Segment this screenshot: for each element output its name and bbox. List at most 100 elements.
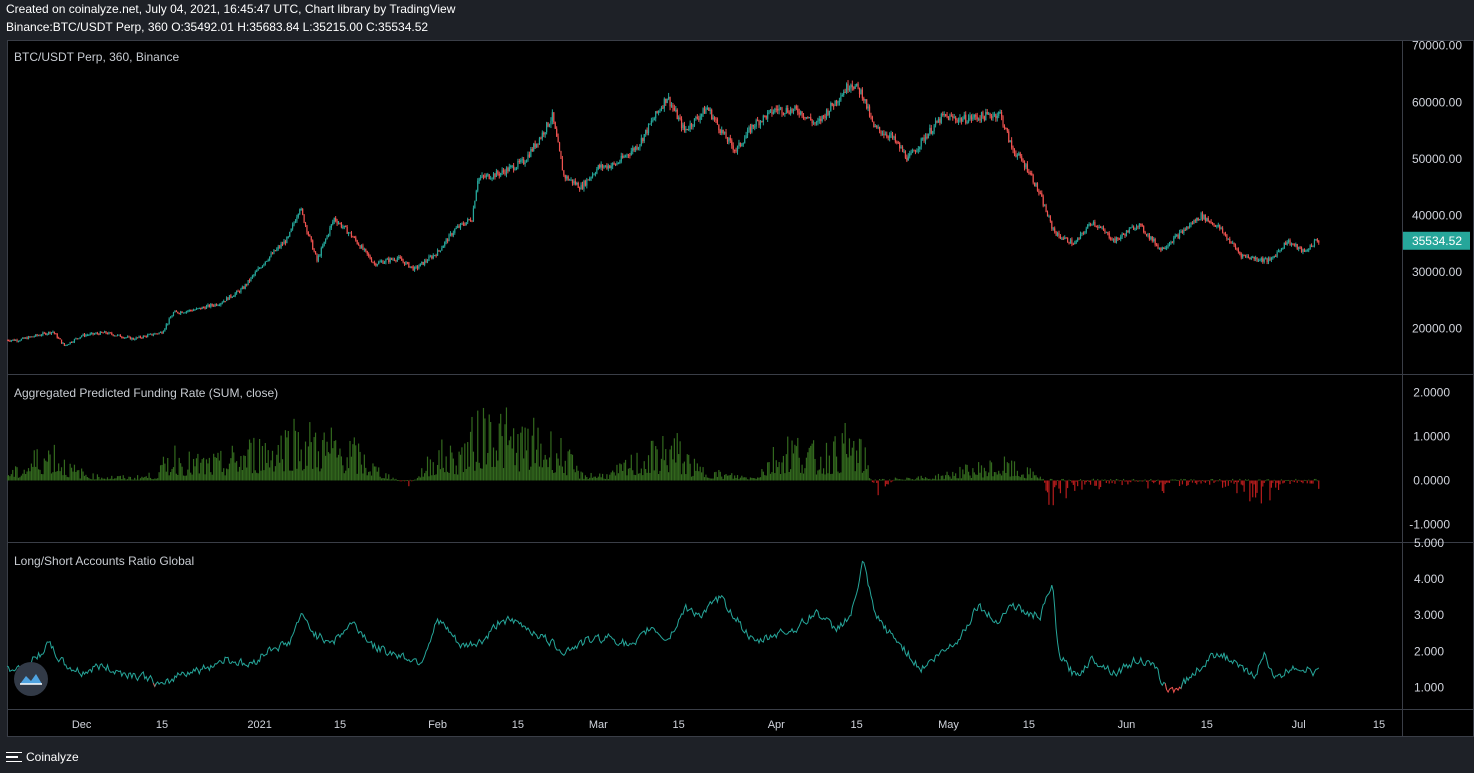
price-candle xyxy=(306,225,308,233)
funding-bar xyxy=(530,466,532,481)
price-candle xyxy=(290,228,292,232)
price-candle xyxy=(378,261,380,265)
price-candle xyxy=(960,117,962,122)
funding-bar xyxy=(39,469,41,481)
funding-bar xyxy=(1021,474,1023,481)
funding-bar xyxy=(742,477,744,481)
price-candle xyxy=(548,124,551,127)
funding-bar xyxy=(191,474,193,481)
funding-bar xyxy=(996,474,998,481)
funding-bar xyxy=(1216,480,1218,482)
price-candle xyxy=(70,341,73,343)
price-candle xyxy=(279,246,281,248)
price-candle xyxy=(109,332,111,334)
price-candle xyxy=(623,156,625,158)
price-candle xyxy=(584,180,586,186)
funding-bar xyxy=(1033,475,1036,481)
funding-bar xyxy=(900,479,902,481)
funding-bar xyxy=(1072,480,1074,485)
price-candle xyxy=(225,297,228,302)
funding-bar xyxy=(233,452,235,481)
funding-bar xyxy=(161,464,163,481)
funding-bar xyxy=(1003,456,1006,481)
funding-bar xyxy=(1209,480,1211,485)
price-candle xyxy=(557,136,559,143)
funding-bar xyxy=(86,477,88,481)
funding-bar xyxy=(1191,480,1194,483)
price-candle xyxy=(59,338,61,340)
funding-bar xyxy=(1028,474,1030,481)
price-candle xyxy=(663,98,665,109)
coinalyze-logo-button[interactable] xyxy=(14,662,48,696)
funding-bar xyxy=(401,480,403,482)
funding-bar xyxy=(92,473,94,481)
funding-bar xyxy=(1219,479,1221,481)
price-candle xyxy=(903,151,905,153)
price-candle xyxy=(411,266,413,268)
funding-bar xyxy=(830,474,832,481)
price-candle xyxy=(993,114,996,116)
price-candle xyxy=(277,246,279,249)
price-candle xyxy=(1117,237,1119,239)
price-candle xyxy=(172,312,175,316)
funding-bar xyxy=(1299,480,1301,482)
price-candle xyxy=(184,312,186,314)
funding-bar xyxy=(510,436,512,481)
funding-bar xyxy=(867,465,869,481)
price-candle xyxy=(1315,239,1317,241)
price-candle xyxy=(579,187,581,190)
funding-bar xyxy=(1310,480,1313,484)
price-candle xyxy=(283,241,285,245)
funding-bar xyxy=(586,476,588,481)
price-candle xyxy=(688,129,690,131)
price-candle xyxy=(622,155,624,158)
funding-bar xyxy=(1180,478,1182,481)
funding-bar xyxy=(347,468,350,481)
funding-bar xyxy=(501,436,503,481)
price-candle xyxy=(215,304,218,306)
funding-bar xyxy=(827,473,829,481)
price-candle xyxy=(1194,220,1196,222)
ratio-series-line xyxy=(1164,683,1183,694)
funding-bar xyxy=(581,472,584,481)
price-candle xyxy=(1059,235,1062,239)
funding-bar xyxy=(567,451,569,481)
funding-bar xyxy=(976,474,978,481)
price-candle xyxy=(223,300,225,303)
funding-bar xyxy=(1118,480,1120,482)
footer-brand[interactable]: Coinalyze xyxy=(6,750,79,764)
price-candle xyxy=(1124,234,1126,236)
funding-bar xyxy=(383,478,386,481)
funding-bar xyxy=(1124,480,1126,482)
funding-bar xyxy=(65,474,67,481)
price-candle xyxy=(701,113,703,117)
price-candle xyxy=(464,224,466,226)
price-candle xyxy=(1227,238,1229,240)
price-candle xyxy=(1002,116,1004,126)
funding-bar xyxy=(293,418,295,481)
price-candle xyxy=(873,121,875,127)
price-candle xyxy=(187,310,189,312)
funding-bar xyxy=(81,468,83,481)
funding-bar xyxy=(652,440,654,481)
funding-bar xyxy=(594,476,597,481)
price-candle xyxy=(426,260,429,262)
price-candle xyxy=(347,232,350,234)
price-candle xyxy=(876,126,878,128)
price-candle xyxy=(192,310,195,312)
funding-bar xyxy=(1220,480,1222,482)
price-candle xyxy=(208,304,210,307)
price-candle xyxy=(679,117,681,119)
funding-bar xyxy=(1176,479,1178,481)
funding-bar xyxy=(345,470,347,481)
price-candle xyxy=(471,221,473,223)
funding-bar xyxy=(1273,479,1275,481)
price-candle xyxy=(207,304,209,307)
funding-bar xyxy=(1133,478,1135,481)
price-candle xyxy=(758,120,760,126)
funding-bar xyxy=(1122,478,1125,481)
price-candle xyxy=(358,243,360,246)
funding-bar xyxy=(155,478,157,481)
funding-bar xyxy=(225,468,228,481)
